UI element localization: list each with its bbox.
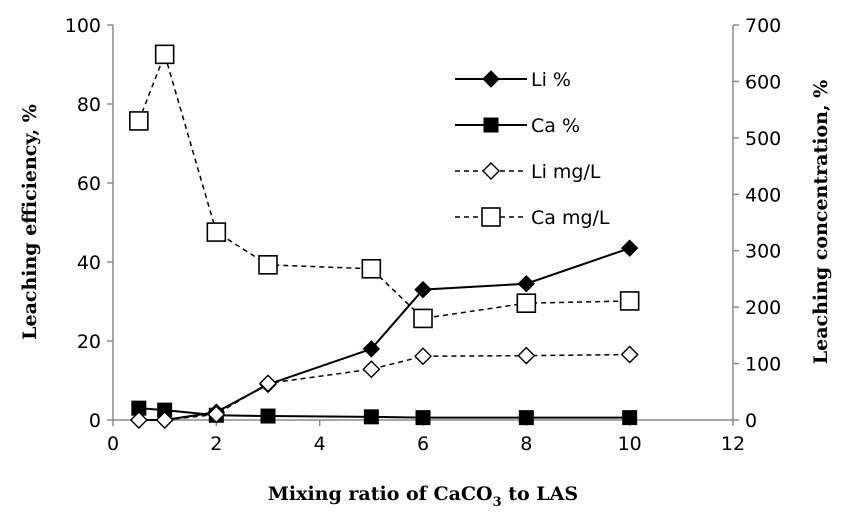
legend-label: Li mg/L (531, 161, 601, 183)
y-left-tick-label: 60 (77, 173, 101, 195)
data-point (129, 411, 148, 429)
y-right-tick-label: 300 (745, 241, 781, 263)
y-left-tick-label: 0 (89, 410, 101, 432)
legend-item: Ca % (455, 115, 580, 137)
data-point (155, 411, 174, 429)
data-point (518, 410, 534, 426)
x-tick-label: 12 (721, 433, 745, 455)
x-tick-label: 4 (314, 433, 326, 455)
data-point (517, 346, 536, 365)
data-point (413, 308, 433, 329)
data-point (517, 275, 536, 293)
data-point (154, 44, 175, 65)
data-point (415, 410, 431, 426)
data-point (361, 258, 382, 279)
legend-label: Ca mg/L (531, 207, 610, 229)
legend-item: Li mg/L (455, 161, 601, 183)
y-left-tick-label: 80 (77, 94, 101, 116)
legend-label: Li % (531, 69, 571, 91)
data-point (362, 340, 381, 358)
y-right-tick-label: 200 (745, 297, 781, 319)
y-right-tick-label: 500 (745, 128, 781, 150)
series-line (138, 52, 630, 320)
data-point (260, 408, 276, 424)
legend-marker (483, 117, 499, 133)
data-point (362, 360, 381, 379)
data-point (620, 239, 639, 257)
x-tick-label: 0 (107, 433, 119, 455)
data-point (414, 347, 432, 366)
y-right-tick-label: 400 (745, 184, 781, 206)
data-point (129, 111, 149, 131)
legend: Li % Ca % Li mg/L Ca mg/L (455, 69, 610, 229)
y-left-axis-title: Leaching efficiency, % (19, 104, 41, 340)
axes: 0 2 4 6 8 10 120204060801000100200300400500600… (65, 15, 782, 455)
legend-item: Li % (455, 69, 571, 91)
series-line (138, 353, 630, 421)
x-tick-label: 2 (210, 433, 222, 455)
x-tick-label: 6 (417, 433, 429, 455)
series-li-mg-l (129, 345, 639, 429)
data-point (258, 255, 278, 275)
y-right-tick-label: 600 (745, 71, 781, 93)
y-right-tick-label: 700 (745, 15, 781, 37)
legend-label: Ca % (531, 115, 580, 137)
y-right-axis-title: Leaching concentration, % (810, 80, 832, 364)
data-point (622, 410, 638, 426)
x-tick-label: 8 (520, 433, 532, 455)
series-line (138, 247, 630, 421)
x-axis-title: Mixing ratio of CaCO3 to LAS (268, 483, 578, 510)
y-left-tick-label: 20 (77, 331, 101, 353)
data-point (414, 280, 432, 299)
data-point (516, 293, 537, 313)
legend-marker (482, 162, 500, 180)
y-right-tick-label: 0 (745, 410, 757, 432)
data-point (619, 291, 640, 311)
series-ca-mg-l (129, 44, 640, 329)
series-li- (130, 239, 639, 429)
y-left-tick-label: 40 (77, 252, 101, 274)
data-point (363, 409, 379, 425)
data-point (259, 374, 277, 393)
data-point (206, 222, 227, 242)
data-point (207, 405, 226, 424)
y-right-tick-label: 100 (745, 354, 781, 376)
legend-marker (482, 70, 500, 88)
x-tick-label: 10 (618, 433, 642, 455)
data-point (620, 345, 639, 364)
legend-item: Ca mg/L (455, 207, 610, 229)
series-line (138, 407, 630, 419)
series-layer (129, 44, 640, 429)
y-left-tick-label: 100 (65, 15, 101, 37)
legend-marker (481, 207, 501, 227)
